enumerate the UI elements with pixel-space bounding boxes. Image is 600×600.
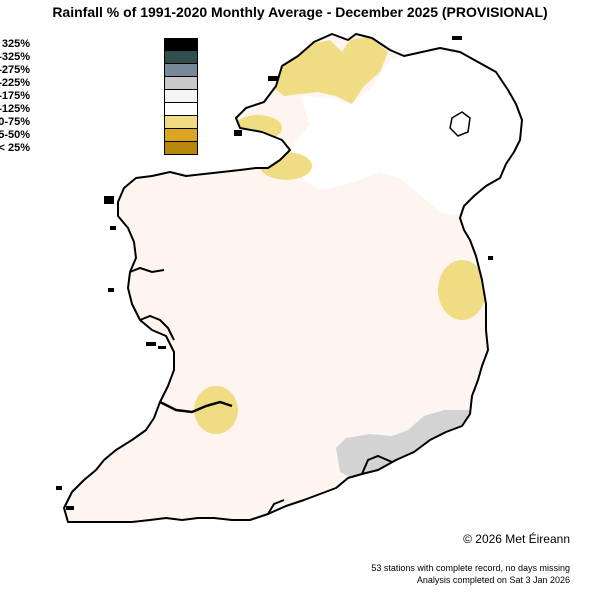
island-rathlin: [452, 36, 462, 40]
analysis-note: Analysis completed on Sat 3 Jan 2026: [416, 575, 570, 585]
legend-label: < 25%: [0, 142, 30, 154]
copyright: © 2026 Met Éireann: [463, 532, 570, 546]
island-clare: [110, 226, 116, 230]
legend-swatch: [164, 90, 198, 103]
legend-label: > 325%: [0, 38, 30, 50]
clew-bay: [129, 266, 165, 274]
legend-label: 275-325%: [0, 51, 30, 63]
island-blasket: [56, 486, 62, 490]
legend-label: 225-275%: [0, 64, 30, 76]
island-tory: [268, 76, 278, 81]
dry-zone-southwest: [194, 386, 238, 434]
lough-neagh: [449, 111, 471, 137]
island-aran-1: [146, 342, 156, 346]
legend-label: 25-50%: [0, 129, 30, 141]
cork-harbour: [267, 499, 285, 515]
island-arranmore: [234, 130, 242, 136]
legend-swatch: [164, 142, 198, 155]
island-inishbofin: [108, 288, 114, 292]
island-aran-2: [158, 346, 166, 349]
legend-swatch: [164, 103, 198, 116]
legend-swatch: [164, 64, 198, 77]
legend-swatch: [164, 116, 198, 129]
waterford-harbour: [361, 454, 393, 475]
legend-swatch: [164, 51, 198, 64]
legend-label: 125-175%: [0, 90, 30, 102]
legend-swatch: [164, 129, 198, 142]
legend-label: 50-75%: [0, 116, 30, 128]
map-title: Rainfall % of 1991-2020 Monthly Average …: [52, 4, 548, 20]
island-valentia: [66, 506, 74, 510]
island-achill: [104, 196, 114, 204]
dry-zone-east: [438, 260, 486, 320]
shannon-estuary: [159, 400, 233, 414]
stations-note: 53 stations with complete record, no day…: [371, 563, 570, 573]
legend-swatch: [164, 38, 198, 51]
legend-label: 175-225%: [0, 77, 30, 89]
legend-swatch: [164, 77, 198, 90]
island-lambay: [488, 256, 493, 260]
north-east-region: [290, 50, 522, 215]
galway-bay: [139, 314, 175, 341]
legend-label: 75-125%: [0, 103, 30, 115]
dry-zone-northwest-2: [260, 152, 312, 180]
